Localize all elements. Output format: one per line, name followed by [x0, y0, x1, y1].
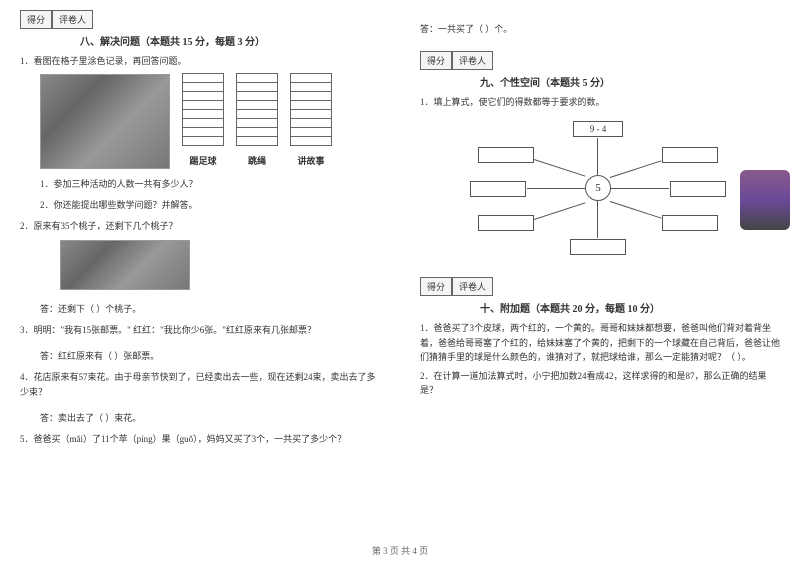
- star-line-tl: [534, 159, 586, 177]
- section-8-title: 八、解决问题（本题共 15 分，每题 3 分）: [80, 33, 380, 48]
- basket-image: [60, 240, 190, 290]
- s10-q1: 1．爸爸买了3个皮球，两个红的，一个黄的。哥哥和妹妹都想要，爸爸叫他们背对着背坐…: [420, 321, 780, 364]
- star-diagram: 9 - 4 5: [470, 117, 730, 257]
- star-line-top: [597, 138, 598, 175]
- section-9-title: 九、个性空间（本题共 5 分）: [480, 74, 780, 89]
- s9-q1: 1．填上算式，使它们的得数都等于要求的数。: [420, 95, 780, 109]
- q2-answer: 答：还剩下（ ）个桃子。: [40, 302, 380, 315]
- bar-stack-1: [236, 74, 278, 146]
- star-line-mr: [611, 188, 669, 189]
- activity-image: [40, 74, 170, 169]
- bar-col-1: 跳绳: [236, 74, 278, 169]
- q5-answer: 答：一共买了（ ）个。: [420, 22, 780, 35]
- star-line-bottom: [597, 201, 598, 238]
- q5: 5．爸爸买（mǎi）了11个苹（píng）果（guǒ），妈妈又买了3个，一共买了…: [20, 432, 380, 446]
- star-box-br: [662, 215, 718, 231]
- star-top-box: 9 - 4: [573, 121, 623, 137]
- q3-answer: 答：红红原来有（ ）张邮票。: [40, 349, 380, 362]
- right-column: 答：一共买了（ ）个。 得分 评卷人 九、个性空间（本题共 5 分） 1．填上算…: [400, 0, 800, 565]
- s10-q2: 2．在计算一道加法算式时，小宁把加数24看成42，这样求得的和是87，那么正确的…: [420, 369, 780, 398]
- score-box-9: 得分 评卷人: [420, 51, 780, 70]
- star-line-tr: [610, 161, 662, 179]
- bar-col-0: 踢足球: [182, 74, 224, 169]
- star-box-bottom: [570, 239, 626, 255]
- star-box-mr: [670, 181, 726, 197]
- q4: 4．花店原来有57束花。由于母亲节快到了，已经卖出去一些，现在还剩24束，卖出去…: [20, 370, 380, 399]
- q2: 2．原来有35个桃子，还剩下几个桃子？: [20, 219, 380, 233]
- grader-label-9: 评卷人: [452, 51, 493, 70]
- bar-stack-2: [290, 74, 332, 146]
- q3: 3．明明："我有15张邮票。" 红红："我比你少6张。"红红原来有几张邮票？: [20, 323, 380, 337]
- star-box-tl: [478, 147, 534, 163]
- q4-answer: 答：卖出去了（ ）束花。: [40, 411, 380, 424]
- star-box-ml: [470, 181, 526, 197]
- page-footer: 第 3 页 共 4 页: [0, 544, 800, 557]
- q1-sub1: 1．参加三种活动的人数一共有多少人？: [40, 177, 380, 190]
- grader-label-10: 评卷人: [452, 277, 493, 296]
- section-10-title: 十、附加题（本题共 20 分，每题 10 分）: [480, 300, 780, 315]
- star-line-br: [610, 201, 662, 219]
- bar-stack-0: [182, 74, 224, 146]
- star-line-bl: [534, 203, 586, 221]
- q1: 1．看图在格子里涂色记录，再回答问题。: [20, 54, 380, 68]
- q1-sub2: 2．你还能提出哪些数学问题？并解答。: [40, 198, 380, 211]
- grader-label: 评卷人: [52, 10, 93, 29]
- bar-label-1: 跳绳: [248, 154, 266, 167]
- bar-label-0: 踢足球: [189, 154, 216, 167]
- score-label-10: 得分: [420, 277, 452, 296]
- star-line-ml: [527, 188, 585, 189]
- chart-row: 踢足球 跳绳 讲故事: [40, 74, 380, 169]
- bar-col-2: 讲故事: [290, 74, 332, 169]
- star-center: 5: [585, 175, 611, 201]
- score-label-9: 得分: [420, 51, 452, 70]
- score-label: 得分: [20, 10, 52, 29]
- star-box-tr: [662, 147, 718, 163]
- score-box-8: 得分 评卷人: [20, 10, 380, 29]
- bar-label-2: 讲故事: [297, 154, 324, 167]
- left-column: 得分 评卷人 八、解决问题（本题共 15 分，每题 3 分） 1．看图在格子里涂…: [0, 0, 400, 565]
- star-box-bl: [478, 215, 534, 231]
- person-image: [740, 170, 790, 230]
- score-box-10: 得分 评卷人: [420, 277, 780, 296]
